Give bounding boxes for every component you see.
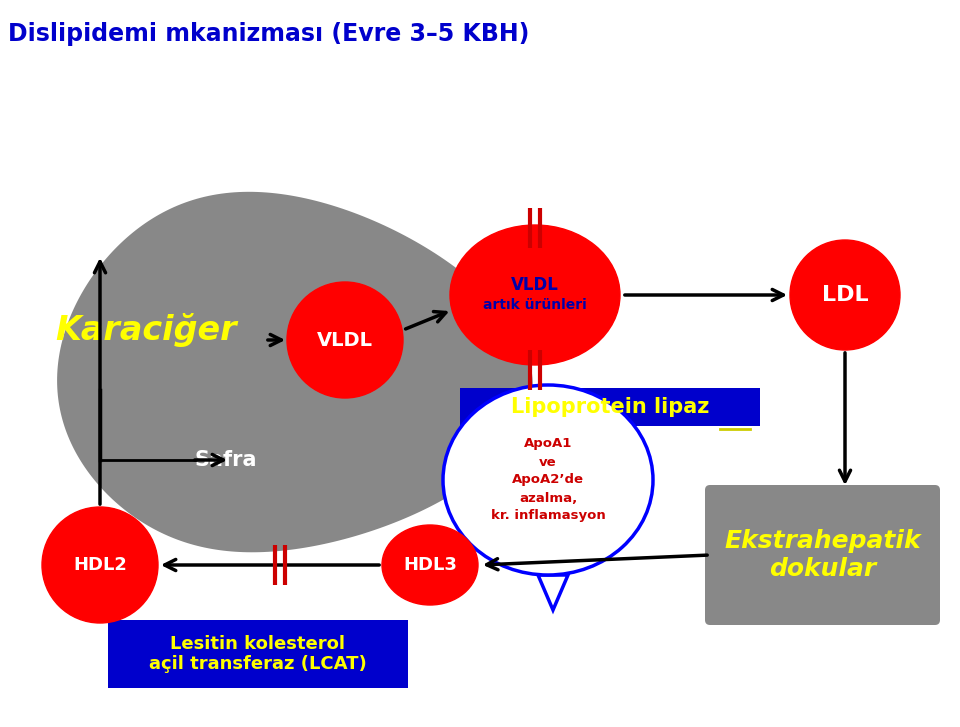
Ellipse shape	[287, 282, 403, 398]
Text: HDL2: HDL2	[73, 556, 127, 574]
Ellipse shape	[450, 225, 620, 365]
Polygon shape	[57, 192, 533, 553]
Text: Karaciğer: Karaciğer	[55, 313, 236, 347]
Text: VLDL: VLDL	[317, 331, 373, 350]
Ellipse shape	[382, 525, 478, 605]
Text: ApoA1
ve
ApoA2’de
azalma,
kr. inflamasyon: ApoA1 ve ApoA2’de azalma, kr. inflamasyo…	[491, 438, 606, 523]
Ellipse shape	[790, 240, 900, 350]
Text: HDL3: HDL3	[403, 556, 457, 574]
Text: Ekstrahepatik
dokular: Ekstrahepatik dokular	[724, 529, 921, 581]
Text: Lipoprotein lipaz: Lipoprotein lipaz	[511, 397, 709, 417]
FancyBboxPatch shape	[460, 388, 760, 426]
Text: LDL: LDL	[822, 285, 868, 305]
Text: Safra: Safra	[195, 450, 257, 470]
Text: artık ürünleri: artık ürünleri	[483, 298, 587, 312]
Text: Lesitin kolesterol
açil transferaz (LCAT): Lesitin kolesterol açil transferaz (LCAT…	[149, 635, 367, 673]
Text: VLDL: VLDL	[511, 276, 559, 294]
Ellipse shape	[443, 385, 653, 575]
FancyBboxPatch shape	[705, 485, 940, 625]
Ellipse shape	[42, 507, 158, 623]
Polygon shape	[538, 575, 568, 610]
FancyBboxPatch shape	[108, 620, 408, 688]
Text: Dislipidemi mkanizması (Evre 3–5 KBH): Dislipidemi mkanizması (Evre 3–5 KBH)	[8, 22, 529, 46]
